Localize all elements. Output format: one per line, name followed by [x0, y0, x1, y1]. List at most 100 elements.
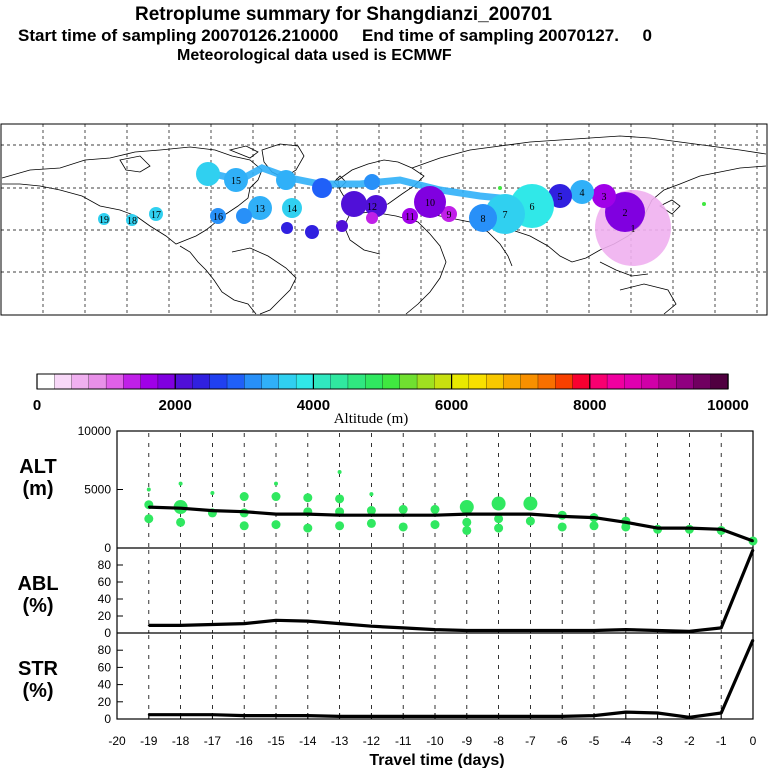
- altitude-cluster-point: [459, 500, 474, 515]
- series-point: [593, 516, 595, 519]
- colorbar-swatch: [693, 373, 712, 390]
- colorbar-swatch: [365, 373, 384, 390]
- series-point: [688, 630, 691, 633]
- series-point: [656, 527, 659, 530]
- x-tick-label: -7: [525, 734, 536, 748]
- y-tick-label: 40: [98, 678, 112, 692]
- series-point: [306, 513, 309, 516]
- colorbar-swatch: [485, 373, 505, 390]
- colorbar-tick-label: 8000: [573, 397, 606, 414]
- map-day-label: 9: [447, 210, 452, 221]
- altitude-cluster-point: [178, 481, 183, 486]
- x-tick-label: -2: [684, 734, 695, 748]
- series-point: [465, 629, 468, 632]
- x-tick-label: -12: [363, 734, 381, 748]
- colorbar-swatch: [192, 373, 211, 390]
- series-point: [529, 629, 532, 632]
- colorbar-swatch: [88, 373, 107, 390]
- plume-cluster: [126, 214, 138, 226]
- altitude-cluster-point: [176, 517, 186, 527]
- colorbar-swatch: [330, 373, 349, 390]
- colorbar-swatch: [503, 373, 522, 390]
- altitude-colorbar: 0 2000 4000 6000 8000 10000 Altitude (m): [33, 373, 749, 427]
- plume-cluster: [276, 170, 296, 190]
- altitude-cluster-point: [239, 521, 249, 531]
- plume-cluster: [366, 212, 378, 224]
- colorbar-swatch: [175, 373, 194, 390]
- y-tick-label: 0: [104, 541, 111, 555]
- series-point: [402, 626, 405, 629]
- series-point: [497, 513, 500, 516]
- series-point: [275, 619, 277, 622]
- series-point: [434, 628, 436, 631]
- x-tick-label: -14: [299, 734, 317, 748]
- x-tick-label: -17: [204, 734, 222, 748]
- series-point: [243, 622, 246, 625]
- colorbar-swatch: [71, 373, 90, 390]
- x-axis-label: Travel time (days): [369, 752, 504, 768]
- colorbar-swatch: [226, 373, 245, 390]
- plume-cluster: [469, 204, 497, 232]
- series-point: [179, 507, 182, 510]
- panel-ylabel: (%): [22, 595, 53, 617]
- colorbar-swatch: [399, 373, 418, 390]
- series-point: [720, 528, 723, 531]
- map-day-label: 13: [255, 204, 265, 215]
- series-point: [211, 623, 214, 626]
- altitude-cluster-point: [303, 523, 313, 533]
- plume-cluster: [592, 184, 616, 208]
- y-tick-label: 60: [98, 575, 112, 589]
- colorbar-swatch: [676, 373, 695, 390]
- series-point: [752, 548, 754, 551]
- series-point: [179, 624, 182, 627]
- colorbar-swatch: [261, 373, 280, 390]
- series-line: [148, 639, 755, 719]
- colorbar-swatch: [313, 373, 332, 390]
- colorbar-tick-label: 10000: [707, 397, 749, 414]
- colorbar-swatch: [244, 373, 263, 390]
- met-data-line: Meteorological data used is ECMWF: [177, 47, 452, 64]
- colorbar-swatch: [295, 373, 315, 390]
- x-tick-label: -3: [652, 734, 663, 748]
- map-day-label: 19: [99, 215, 109, 226]
- series-point: [561, 629, 564, 632]
- series-point: [275, 513, 277, 516]
- series-point: [688, 527, 691, 530]
- map-day-label: 7: [503, 210, 508, 221]
- map-day-label: 8: [481, 214, 486, 225]
- plume-cluster: [365, 195, 387, 217]
- x-tick-label: -18: [172, 734, 190, 748]
- map-panel: 19 18 17 16 15 14 13 12 11 10 9 8 7 6 5 4 3 21: [0, 123, 768, 316]
- map-day-label: 10: [425, 198, 435, 209]
- series-point: [720, 626, 723, 629]
- colorbar-tick-label: 2000: [159, 397, 192, 414]
- plume-cluster: [605, 192, 645, 232]
- colorbar-swatch: [140, 373, 159, 390]
- map-day-label: 3: [602, 192, 607, 203]
- x-tick-label: -5: [589, 734, 600, 748]
- altitude-cluster-point: [144, 514, 154, 524]
- series-point: [593, 629, 595, 632]
- x-tick-label: -8: [493, 734, 504, 748]
- y-tick-label: 40: [98, 592, 112, 606]
- x-tick-label: -19: [140, 734, 158, 748]
- colorbar-swatch: [36, 373, 55, 390]
- map-day-label: 15: [231, 176, 241, 187]
- altitude-cluster-point: [210, 491, 215, 496]
- series-point: [561, 515, 564, 518]
- colorbar-tick-label: 6000: [435, 397, 468, 414]
- y-tick-label: 20: [98, 609, 112, 623]
- altitude-cluster-point: [494, 523, 504, 533]
- sampling-times: Start time of sampling 20070126.210000 E…: [18, 26, 653, 45]
- map-day-label: 6: [530, 202, 535, 213]
- series-point: [497, 629, 500, 632]
- x-tick-label: -1: [716, 734, 727, 748]
- map-day-label: 1: [631, 224, 636, 235]
- altitude-cluster-point: [274, 481, 278, 486]
- plume-cluster: [702, 202, 706, 206]
- panel-ylabel: (%): [22, 680, 53, 702]
- series-point: [306, 620, 309, 623]
- plume-cluster: [210, 208, 226, 224]
